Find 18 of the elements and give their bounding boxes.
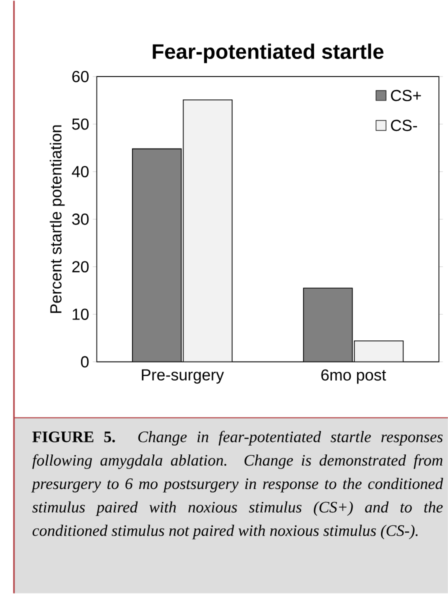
y-tick-label: 30 (72, 214, 88, 225)
y-tick-label: 60 (72, 70, 88, 82)
text: CS- (390, 120, 417, 132)
y-tick-label: 20 (72, 261, 88, 272)
legend-label: CS+ (390, 90, 421, 102)
bar (354, 340, 404, 362)
bar (302, 288, 353, 362)
y-tick-label: 50 (72, 118, 88, 130)
bar (132, 148, 182, 362)
y-tick-label: 10 (72, 308, 88, 320)
chart-title: Fear-potentiated startle (152, 44, 384, 64)
y-tick-label: 40 (72, 166, 88, 178)
text: FIGURE 5. Change in fear-potentiated startle responses following amygdala ablation. Change is demonstrated from presurgery to 6 mo postsurgery in response to the conditioned stimulus paired with noxious stimulus (CS+) and to the conditioned stimulus not paired with noxious stimulus (CS-). (31, 430, 443, 540)
x-tick-label: Pre-surgery (142, 369, 224, 384)
y-tick-label: 0 (80, 356, 88, 368)
x-tick-label: 6mo post (321, 369, 386, 384)
y-axis-title: Percent startle potentiation (50, 125, 65, 313)
bar (182, 99, 232, 362)
